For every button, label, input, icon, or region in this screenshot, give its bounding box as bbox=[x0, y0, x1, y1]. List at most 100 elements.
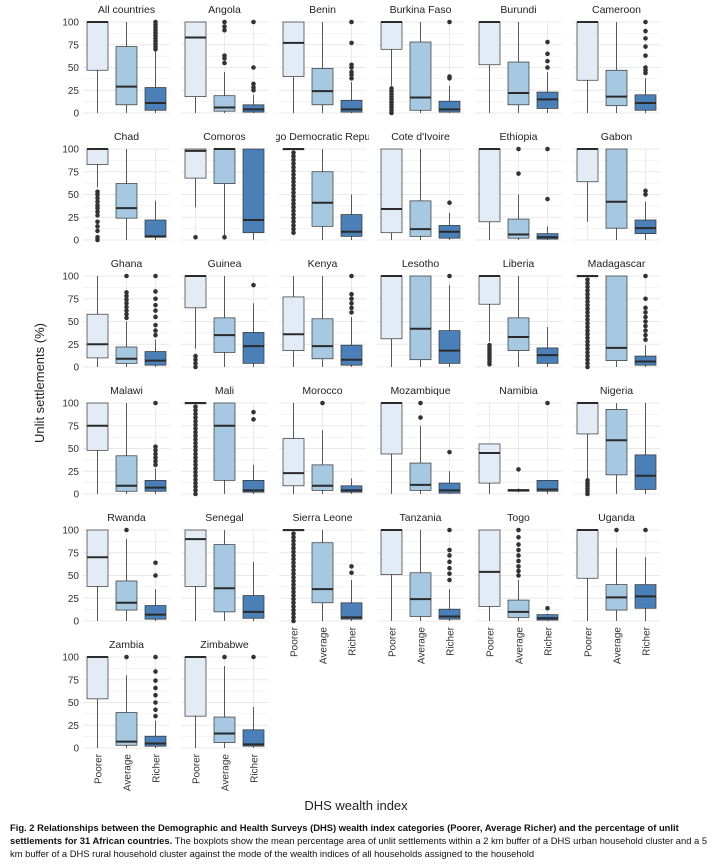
outlier-point bbox=[95, 234, 100, 240]
outlier-point bbox=[193, 357, 198, 363]
outlier-point bbox=[291, 553, 296, 558]
caption-text: The boxplots show the mean percentage ar… bbox=[10, 835, 708, 859]
outlier-point bbox=[291, 549, 296, 555]
outlier-point bbox=[124, 315, 129, 321]
box-iqr bbox=[144, 87, 167, 111]
outlier-point bbox=[95, 209, 100, 215]
country-panel: Mozambique bbox=[377, 385, 464, 495]
x-tick-label: Average bbox=[515, 627, 526, 665]
outlier-point bbox=[291, 183, 296, 188]
box-average bbox=[507, 467, 530, 493]
box-iqr bbox=[478, 21, 501, 66]
box-average bbox=[213, 276, 236, 367]
country-panel: Senegal bbox=[181, 512, 268, 622]
x-tick-label: Average bbox=[221, 754, 232, 792]
box-richer bbox=[242, 19, 265, 113]
outlier-point bbox=[389, 86, 394, 91]
box-iqr bbox=[380, 21, 403, 50]
box-poorer bbox=[576, 402, 599, 497]
y-tick-label: 0 bbox=[73, 363, 79, 374]
outlier-point bbox=[349, 305, 354, 311]
country-title: Uganda bbox=[598, 512, 635, 524]
outlier-point bbox=[124, 304, 129, 310]
box-iqr bbox=[380, 275, 403, 340]
box-iqr bbox=[311, 464, 334, 491]
y-tick-label: 75 bbox=[68, 167, 80, 178]
outlier-point bbox=[349, 40, 354, 46]
outlier-point bbox=[320, 400, 325, 406]
box-richer bbox=[144, 400, 167, 494]
box-poorer bbox=[86, 148, 109, 243]
country-title: Benin bbox=[309, 4, 336, 16]
outlier-point bbox=[585, 357, 590, 363]
country-title: Cote d'Ivoire bbox=[391, 131, 450, 143]
box-poorer bbox=[380, 21, 403, 116]
box-richer bbox=[634, 188, 657, 240]
box-richer bbox=[144, 200, 167, 240]
box-average bbox=[115, 273, 138, 367]
outlier-point bbox=[349, 76, 354, 81]
outlier-point bbox=[349, 310, 354, 315]
outlier-point bbox=[291, 600, 296, 606]
outlier-point bbox=[153, 560, 158, 566]
country-panel: Comoros bbox=[181, 131, 268, 241]
outlier-point bbox=[516, 564, 521, 569]
box-iqr bbox=[380, 402, 403, 455]
outlier-point bbox=[291, 531, 296, 536]
box-poorer bbox=[478, 21, 501, 113]
country-panel: Cameroon bbox=[573, 4, 660, 114]
box-iqr bbox=[311, 68, 334, 106]
box-poorer bbox=[576, 148, 599, 222]
outlier-point bbox=[153, 678, 158, 683]
box-average bbox=[115, 527, 138, 621]
outlier-point bbox=[153, 332, 158, 338]
box-poorer bbox=[282, 148, 305, 236]
box-average bbox=[311, 22, 334, 113]
x-tick-label: Average bbox=[613, 627, 624, 665]
outlier-point bbox=[585, 313, 590, 319]
outlier-point bbox=[153, 314, 158, 320]
outlier-point bbox=[349, 296, 354, 302]
outlier-point bbox=[291, 215, 296, 221]
box-iqr bbox=[311, 171, 334, 227]
outlier-point bbox=[153, 462, 158, 468]
outlier-point bbox=[545, 39, 550, 45]
x-tick-label: Poorer bbox=[290, 626, 301, 657]
outlier-point bbox=[643, 305, 648, 311]
outlier-point bbox=[222, 27, 227, 33]
country-panel: Ghana 0 25 50 75 100 bbox=[62, 258, 170, 374]
outlier-point bbox=[291, 201, 296, 206]
outlier-point bbox=[447, 571, 452, 576]
box-average bbox=[605, 275, 628, 367]
box-richer bbox=[242, 409, 265, 494]
outlier-point bbox=[585, 277, 590, 282]
outlier-point bbox=[193, 422, 198, 428]
box-richer bbox=[438, 527, 461, 621]
country-panel: Cote d'Ivoire bbox=[377, 131, 464, 241]
outlier-point bbox=[643, 328, 648, 333]
x-tick-label: Richer bbox=[642, 626, 653, 656]
country-panel: Togo Poorer Average Richer bbox=[475, 512, 562, 664]
outlier-point bbox=[251, 654, 256, 660]
country-title: Kenya bbox=[308, 258, 338, 270]
outlier-point bbox=[251, 81, 256, 87]
outlier-point bbox=[585, 342, 590, 348]
outlier-point bbox=[193, 462, 198, 468]
box-iqr bbox=[340, 344, 363, 366]
outlier-point bbox=[516, 568, 521, 574]
country-title: Sierra Leone bbox=[292, 512, 352, 524]
box-iqr bbox=[340, 485, 363, 493]
outlier-point bbox=[585, 317, 590, 322]
outlier-point bbox=[585, 361, 590, 366]
outlier-point bbox=[516, 146, 521, 152]
outlier-point bbox=[291, 593, 296, 598]
box-average bbox=[605, 403, 628, 494]
outlier-point bbox=[95, 219, 100, 225]
country-title: go Democratic Repu bbox=[275, 131, 371, 143]
outlier-point bbox=[447, 527, 452, 533]
country-title: Madagascar bbox=[588, 258, 646, 270]
outlier-point bbox=[585, 284, 590, 290]
box-richer bbox=[536, 605, 559, 621]
outlier-point bbox=[643, 323, 648, 329]
box-richer bbox=[438, 273, 461, 367]
